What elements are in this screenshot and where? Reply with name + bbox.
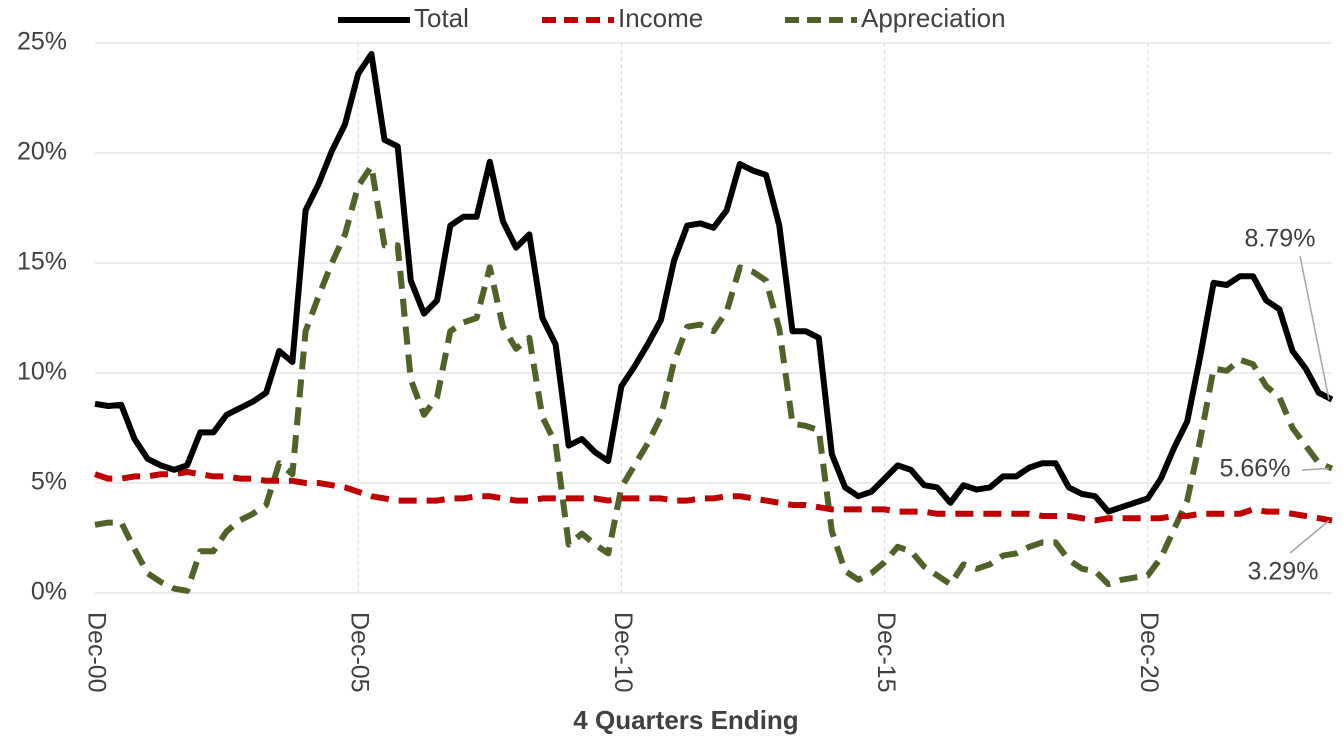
data-label: 5.66%	[1220, 455, 1291, 483]
data-label: 3.29%	[1248, 558, 1319, 586]
legend-label: Appreciation	[861, 3, 1006, 33]
x-tick-label: Dec-10	[609, 612, 637, 693]
x-tick-label: Dec-15	[872, 612, 900, 693]
y-tick-label: 10%	[17, 358, 67, 386]
y-tick-label: 25%	[17, 28, 67, 56]
line-series	[94, 469, 1333, 524]
y-tick-label: 5%	[31, 468, 67, 496]
y-tick-label: 20%	[17, 138, 67, 166]
leader-line	[1301, 467, 1330, 471]
legend-label: Income	[618, 3, 703, 33]
y-tick-label: 15%	[17, 248, 67, 276]
data-label: 8.79%	[1245, 225, 1316, 253]
x-tick-label: Dec-05	[346, 612, 374, 693]
line-series	[94, 51, 1334, 515]
x-tick-label: Dec-00	[82, 612, 110, 693]
x-axis-label: 4 Quarters Ending	[573, 705, 798, 735]
leader-line	[1299, 255, 1330, 400]
leader-line	[1289, 520, 1330, 554]
legend-label: Total	[414, 3, 469, 33]
y-tick-label: 0%	[31, 578, 67, 606]
x-tick-label: Dec-20	[1135, 612, 1163, 693]
line-series	[94, 163, 1334, 594]
